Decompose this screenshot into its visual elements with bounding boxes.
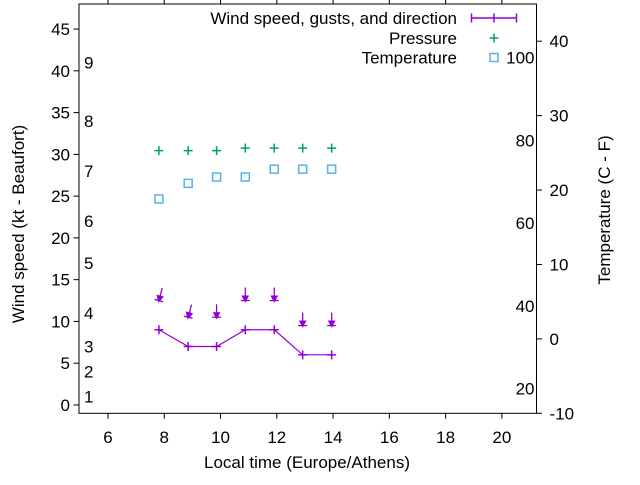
beaufort-scale-label: 9 <box>84 53 93 72</box>
temperature-point <box>269 164 280 174</box>
wind-speed-point <box>269 325 279 335</box>
plot-border <box>78 3 537 414</box>
x-tick-label: 8 <box>160 428 169 447</box>
beaufort-scale-label: 4 <box>84 304 93 323</box>
gust-arrow-head <box>241 295 250 303</box>
x-tick-label: 14 <box>324 428 343 447</box>
gust-direction-arrow <box>327 312 337 328</box>
wind-speed-point <box>240 325 250 335</box>
y-left-tick-label: 15 <box>51 271 70 290</box>
gust-direction-arrow <box>240 287 250 303</box>
pressure-point <box>327 143 337 153</box>
y-left-tick-label: 45 <box>51 20 70 39</box>
temperature-point <box>297 164 308 174</box>
legend-sample-temperature <box>489 52 499 63</box>
temperature-point <box>240 172 251 182</box>
fahrenheit-scale-label: 100 <box>506 49 534 68</box>
y-axis-label-left: Wind speed (kt - Beaufort) <box>9 125 28 323</box>
gust-direction-arrow <box>212 304 222 320</box>
legend-label-wind: Wind speed, gusts, and direction <box>210 9 457 28</box>
x-tick-label: 12 <box>267 428 286 447</box>
series-layer <box>154 143 337 360</box>
gust-value-cap <box>183 315 193 320</box>
y-axis-label-right: Temperature (C - F) <box>595 135 614 284</box>
fahrenheit-scale-label: 60 <box>516 214 535 233</box>
gust-arrow-head <box>298 320 307 328</box>
x-tick-label: 16 <box>380 428 399 447</box>
gust-arrow-head <box>327 320 336 328</box>
gust-value-cap <box>154 298 164 303</box>
y-left-tick-label: 35 <box>51 104 70 123</box>
y-left-tick-label: 10 <box>51 312 70 331</box>
gust-direction-arrow <box>154 287 164 303</box>
pressure-point <box>240 143 250 153</box>
beaufort-scale-label: 7 <box>84 162 93 181</box>
y-left-tick-label: 25 <box>51 187 70 206</box>
y-right-tick-label: 40 <box>550 32 569 51</box>
fahrenheit-scale-label: 80 <box>516 131 535 150</box>
pressure-point <box>154 146 164 156</box>
legend-sample-wind <box>470 13 518 23</box>
legend-label-temperature: Temperature <box>362 48 457 67</box>
beaufort-scale-label: 5 <box>84 254 93 273</box>
y-right-tick-label: 30 <box>550 107 569 126</box>
pressure-point <box>298 143 308 153</box>
x-axis-label: Local time (Europe/Athens) <box>204 453 410 472</box>
y-left-tick-label: 40 <box>51 62 70 81</box>
x-tick-label: 18 <box>436 428 455 447</box>
temperature-point <box>183 178 193 189</box>
y-right-tick-label: -10 <box>550 404 575 423</box>
temperature-point <box>154 194 164 204</box>
x-tick-label: 20 <box>492 428 511 447</box>
legend-label-pressure: Pressure <box>389 29 457 48</box>
y-right-tick-label: 20 <box>550 181 569 200</box>
y-left-tick-label: 20 <box>51 229 70 248</box>
wind-speed-point <box>154 325 164 335</box>
temperature-point <box>211 172 222 182</box>
gust-direction-arrow <box>298 312 308 328</box>
wind-speed-point <box>212 341 222 351</box>
y-left-tick-label: 5 <box>61 354 70 373</box>
pressure-point <box>212 146 222 156</box>
beaufort-scale-label: 1 <box>84 388 93 407</box>
beaufort-scale-label: 6 <box>84 212 93 231</box>
beaufort-scale-label: 3 <box>84 337 93 356</box>
wind-speed-point <box>327 350 337 360</box>
gust-direction-arrow <box>269 287 279 303</box>
y-left-tick-label: 0 <box>61 396 70 415</box>
wind-speed-point <box>298 350 308 360</box>
ticks-layer: 6 8 10 12 14 16 18 2005101520253035404512345678… <box>51 0 574 447</box>
legend-samples <box>470 13 518 63</box>
fahrenheit-scale-label: 20 <box>516 379 535 398</box>
temperature-point <box>326 164 337 174</box>
legend-sample-pressure <box>489 33 499 43</box>
x-tick-label: 10 <box>211 428 230 447</box>
gust-direction-arrow <box>183 304 194 320</box>
wind-speed-point <box>183 341 193 351</box>
fahrenheit-scale-label: 40 <box>516 297 535 316</box>
legend: Wind speed, gusts, and direction Pressur… <box>210 9 457 67</box>
beaufort-scale-label: 2 <box>84 362 93 381</box>
beaufort-scale-label: 8 <box>84 112 93 131</box>
gust-arrow-head <box>212 312 221 320</box>
pressure-point <box>183 146 193 156</box>
y-right-tick-label: 0 <box>550 330 559 349</box>
y-right-tick-label: 10 <box>550 255 569 274</box>
gust-arrow-head <box>270 295 279 303</box>
y-left-tick-label: 30 <box>51 145 70 164</box>
x-tick-label: 6 <box>103 428 112 447</box>
pressure-point <box>269 143 279 153</box>
